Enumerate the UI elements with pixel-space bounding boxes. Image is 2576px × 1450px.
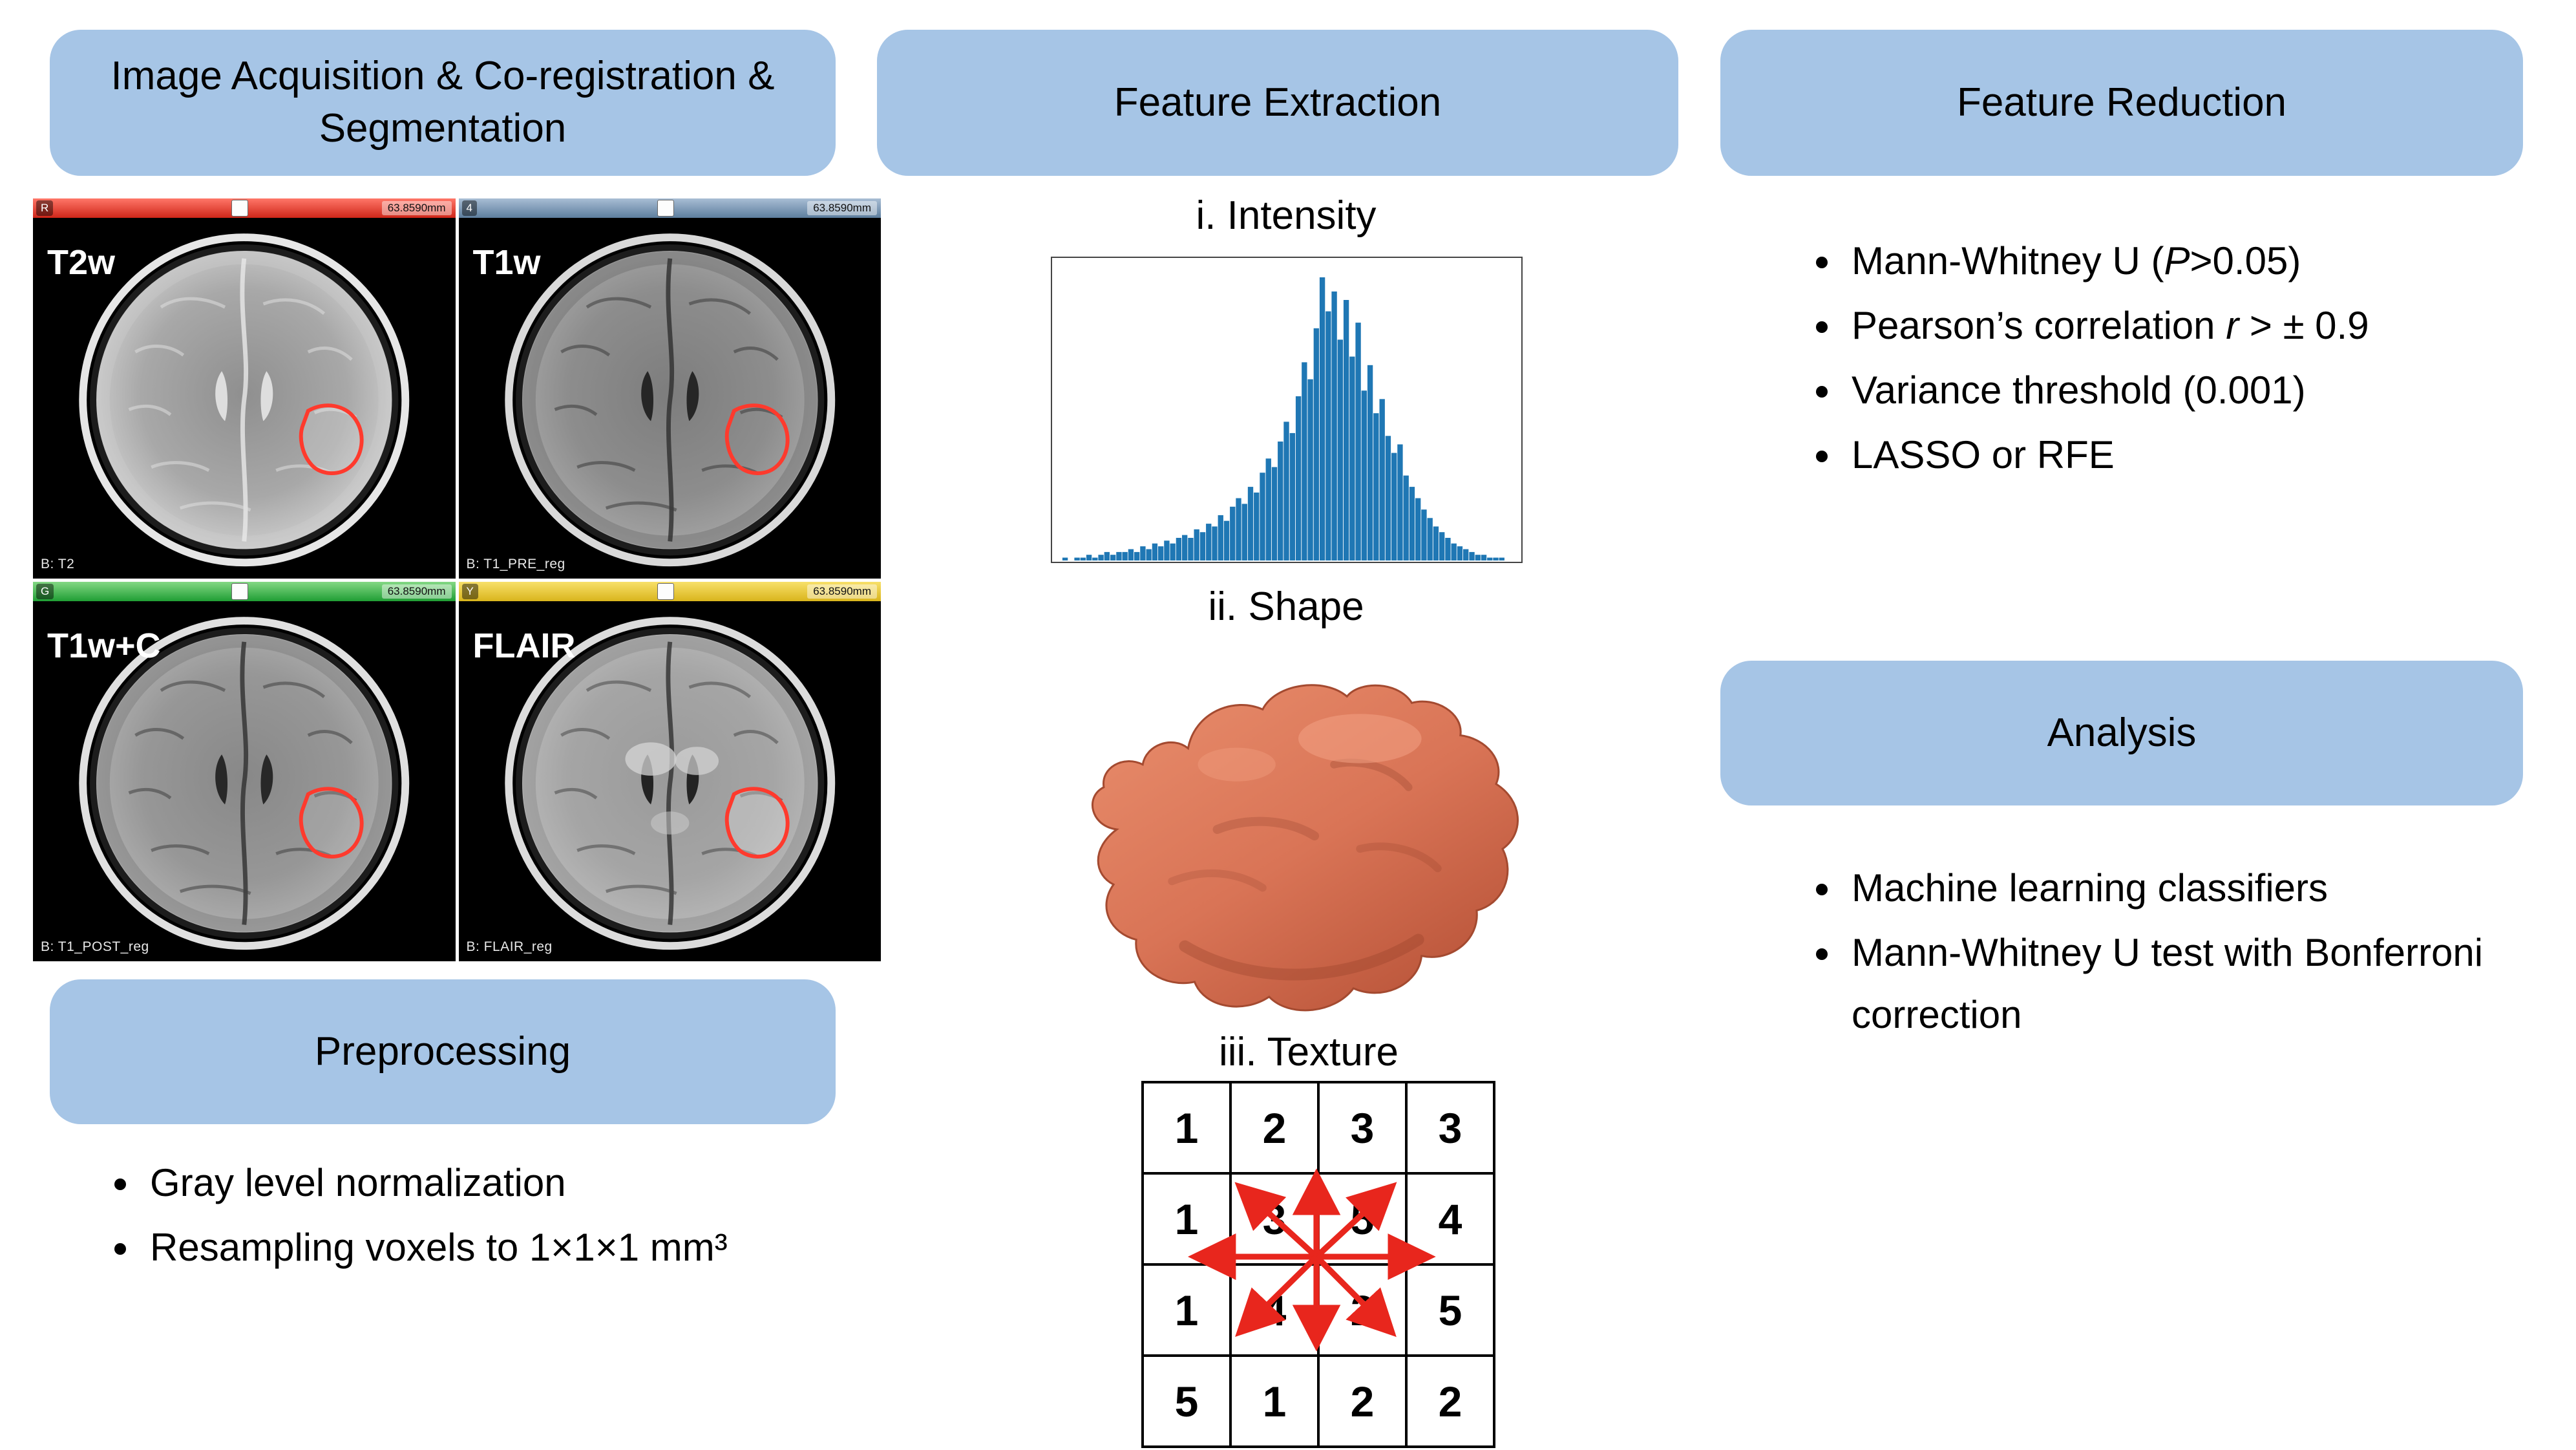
bullet-item: Gray level normalization xyxy=(142,1152,827,1214)
texture-cell: 2 xyxy=(1229,1081,1320,1175)
feature-extraction-title: Feature Extraction xyxy=(1114,80,1442,125)
sequence-label: T2w xyxy=(47,243,116,282)
series-chip: G xyxy=(36,583,54,599)
feature-reduction-header: Feature Reduction xyxy=(1720,30,2523,176)
mri-view: T2w B: T2 xyxy=(33,218,456,579)
preprocessing-title: Preprocessing xyxy=(314,1029,571,1074)
texture-cell: 5 xyxy=(1141,1354,1232,1448)
intensity-histogram-chart xyxy=(1051,257,1523,563)
preprocessing-header: Preprocessing xyxy=(50,979,836,1124)
feature-reduction-bullet-list: Mann-Whitney U (P>0.05)Pearson’s correla… xyxy=(1763,228,2576,489)
bullet-item: Pearson’s correlation r > ± 0.9 xyxy=(1844,295,2576,357)
texture-cell: 5 xyxy=(1405,1263,1495,1357)
texture-cell: 5 xyxy=(1317,1172,1408,1266)
brain-mri-image-t1w xyxy=(458,219,881,577)
series-chip: R xyxy=(36,200,54,216)
bullet-item: Mann-Whitney U test with Bonferroni corr… xyxy=(1844,922,2576,1046)
texture-cell: 1 xyxy=(1141,1263,1232,1357)
preprocessing-bullet-list: Gray level normalizationResampling voxel… xyxy=(61,1149,827,1281)
slider-thumb-icon xyxy=(231,200,249,217)
tumor-mesh-image xyxy=(1092,684,1519,1012)
feature-extraction-header: Feature Extraction xyxy=(877,30,1678,176)
brain-mri-image-t2w xyxy=(33,219,456,577)
series-name-label: B: FLAIR_reg xyxy=(466,939,553,954)
feature-reduction-title: Feature Reduction xyxy=(1956,80,2287,125)
mri-grid: R 63.8590mm T2w B: T2 xyxy=(33,198,881,961)
texture-cell: 2 xyxy=(1317,1263,1408,1357)
shape-section-label: ii. Shape xyxy=(1208,584,1364,629)
bullet-item: Resampling voxels to 1×1×1 mm³ xyxy=(142,1217,827,1279)
histogram-bars xyxy=(1062,277,1504,560)
colorbar-blue: 4 63.8590mm xyxy=(458,198,881,218)
mri-view: FLAIR B: FLAIR_reg xyxy=(458,601,881,962)
ruler-value: 63.8590mm xyxy=(381,201,452,215)
acquisition-title: Image Acquisition & Co-registration & Se… xyxy=(111,54,775,151)
sequence-label: T1w+C xyxy=(47,626,161,665)
bullet-item: Variance threshold (0.001) xyxy=(1844,359,2576,421)
slider-thumb-icon xyxy=(657,582,674,600)
series-chip: Y xyxy=(461,583,478,599)
analysis-bullet-list: Machine learning classifiersMann-Whitney… xyxy=(1763,855,2576,1049)
bullet-item: Mann-Whitney U (P>0.05) xyxy=(1844,230,2576,292)
texture-cell: 4 xyxy=(1229,1263,1320,1357)
sequence-label: FLAIR xyxy=(472,626,576,665)
texture-cell: 2 xyxy=(1405,1354,1495,1448)
bullet-item: Machine learning classifiers xyxy=(1844,857,2576,919)
texture-cell: 1 xyxy=(1141,1081,1232,1175)
brain-mri-image-t1wc xyxy=(33,602,456,961)
mri-panel-t2w: R 63.8590mm T2w B: T2 xyxy=(33,198,456,579)
analysis-header: Analysis xyxy=(1720,661,2523,805)
analysis-title: Analysis xyxy=(2047,710,2197,755)
mri-panel-flair: Y 63.8590mm FLAIR xyxy=(458,581,881,962)
intensity-section-label: i. Intensity xyxy=(1196,193,1377,238)
bullet-item: LASSO or RFE xyxy=(1844,424,2576,486)
ruler-value: 63.8590mm xyxy=(381,584,452,599)
texture-cell: 2 xyxy=(1317,1354,1408,1448)
ruler-value: 63.8590mm xyxy=(807,201,877,215)
tumor-shape-3d xyxy=(1052,635,1551,1024)
texture-cell: 1 xyxy=(1141,1172,1232,1266)
colorbar-yellow: Y 63.8590mm xyxy=(458,581,881,601)
ruler-value: 63.8590mm xyxy=(807,584,877,599)
texture-section-label: iii. Texture xyxy=(1219,1030,1399,1074)
series-chip: 4 xyxy=(461,200,477,216)
texture-cell: 4 xyxy=(1405,1172,1495,1266)
mri-view: T1w+C B: T1_POST_reg xyxy=(33,601,456,962)
sequence-label: T1w xyxy=(472,243,541,282)
texture-cell: 3 xyxy=(1405,1081,1495,1175)
brain-mri-image-flair xyxy=(458,602,881,961)
mri-panel-t1w: 4 63.8590mm T1w B: T1_ xyxy=(458,198,881,579)
slider-thumb-icon xyxy=(231,582,249,600)
acquisition-header: Image Acquisition & Co-registration & Se… xyxy=(50,30,836,176)
mri-panel-t1wc: G 63.8590mm T1w+C B: T xyxy=(33,581,456,962)
series-name-label: B: T2 xyxy=(41,556,75,571)
texture-cell: 3 xyxy=(1317,1081,1408,1175)
colorbar-green: G 63.8590mm xyxy=(33,581,456,601)
series-name-label: B: T1_PRE_reg xyxy=(466,556,565,571)
colorbar-red: R 63.8590mm xyxy=(33,198,456,218)
slider-thumb-icon xyxy=(657,200,674,217)
series-name-label: B: T1_POST_reg xyxy=(41,939,149,954)
texture-cell: 3 xyxy=(1229,1172,1320,1266)
mri-view: T1w B: T1_PRE_reg xyxy=(458,218,881,579)
texture-cell: 1 xyxy=(1229,1354,1320,1448)
